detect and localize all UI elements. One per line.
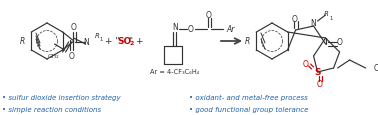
Text: S: S xyxy=(314,68,321,77)
Text: O: O xyxy=(292,14,297,23)
Text: R: R xyxy=(94,33,99,39)
Text: O: O xyxy=(337,38,342,47)
Text: N: N xyxy=(84,38,90,47)
Text: N: N xyxy=(172,23,178,32)
Text: O: O xyxy=(206,11,212,20)
Text: Ar = 4-CF₃C₆H₄: Ar = 4-CF₃C₆H₄ xyxy=(150,68,200,74)
Text: Ar: Ar xyxy=(227,25,235,34)
Text: • good functional group tolerance: • good functional group tolerance xyxy=(189,106,308,112)
Text: R: R xyxy=(20,37,25,46)
Text: SO: SO xyxy=(117,37,131,46)
Text: • simple reaction conditions: • simple reaction conditions xyxy=(2,106,101,112)
Text: N: N xyxy=(311,19,316,28)
Text: 1: 1 xyxy=(330,16,333,21)
Text: 1: 1 xyxy=(99,37,103,42)
Text: • sulfur dioxide insertion strategy: • sulfur dioxide insertion strategy xyxy=(2,94,121,100)
Text: R: R xyxy=(245,37,250,46)
Text: CH₂: CH₂ xyxy=(48,54,60,59)
Text: O: O xyxy=(188,25,194,34)
Text: + ": + " xyxy=(105,37,119,46)
Text: " +: " + xyxy=(129,37,143,46)
Text: • oxidant- and metal-free process: • oxidant- and metal-free process xyxy=(189,94,308,100)
Text: R: R xyxy=(324,11,328,17)
Text: CN: CN xyxy=(373,64,378,73)
Text: O: O xyxy=(317,80,322,89)
Text: 2: 2 xyxy=(130,41,134,46)
Text: O: O xyxy=(303,60,308,69)
Text: O: O xyxy=(69,52,74,61)
Text: O: O xyxy=(71,22,76,31)
